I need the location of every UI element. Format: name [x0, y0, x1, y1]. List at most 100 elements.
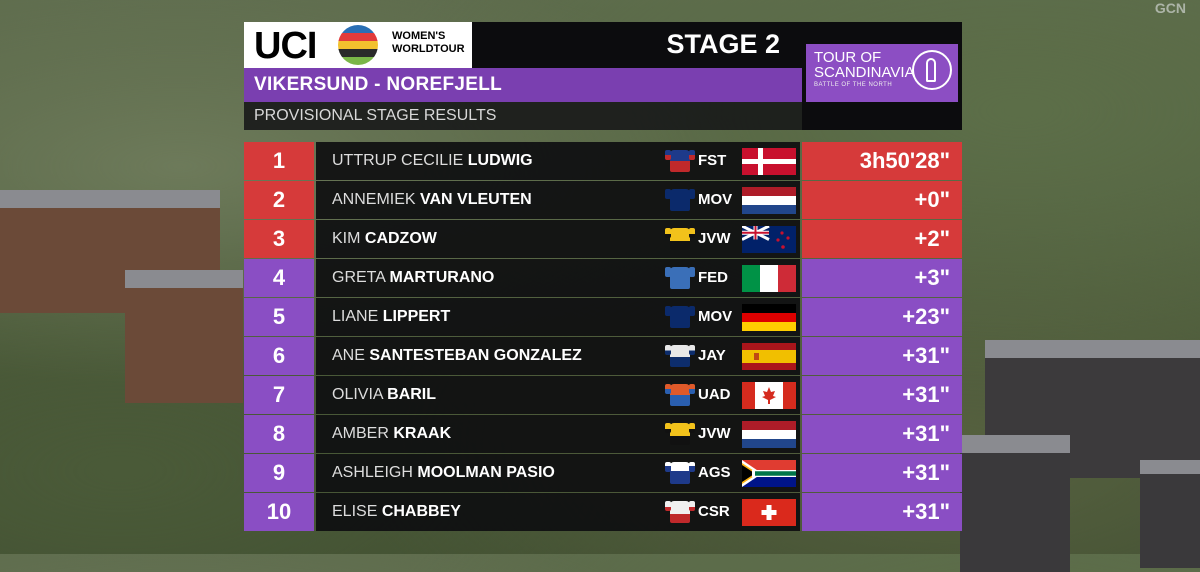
- result-rank: 4: [244, 259, 314, 297]
- team-jersey-icon: [665, 150, 695, 172]
- rider-first-name: ANE: [332, 347, 370, 364]
- team-cell: AGS: [665, 454, 800, 492]
- flag-new-zealand-icon: [742, 226, 796, 253]
- race-name-line-1: TOUR OF: [814, 49, 882, 66]
- result-rank: 5: [244, 298, 314, 336]
- team-cell: JAY: [665, 337, 800, 375]
- result-row: 1 UTTRUP CECILIE LUDWIG FST 3h50'28": [244, 142, 962, 181]
- rider-first-name: ASHLEIGH: [332, 464, 418, 481]
- result-rank: 3: [244, 220, 314, 258]
- rider-name: AMBER KRAAK: [316, 415, 666, 453]
- team-cell: MOV: [665, 181, 800, 219]
- rider-name: UTTRUP CECILIE LUDWIG: [316, 142, 666, 180]
- team-jersey-icon: [665, 189, 695, 211]
- rider-first-name: AMBER: [332, 425, 394, 442]
- uci-logo: UCI WOMEN'S WORLDTOUR: [244, 22, 472, 68]
- uci-globe-icon: [338, 25, 378, 65]
- result-time: +23": [802, 298, 962, 336]
- result-row: 4 GRETA MARTURANO FED +3": [244, 259, 962, 298]
- team-jersey-icon: [665, 306, 695, 328]
- rider-first-name: ANNEMIEK: [332, 191, 421, 208]
- race-name: TOUR OF SCANDINAVIA: [814, 50, 915, 80]
- background-building: [1140, 460, 1200, 568]
- rider-last-name: BARIL: [387, 386, 437, 403]
- rider-first-name: UTTRUP CECILIE: [332, 152, 468, 169]
- result-time: +3": [802, 259, 962, 297]
- flag-italy-icon: [742, 265, 796, 292]
- result-time: +31": [802, 376, 962, 414]
- background-building: [125, 270, 243, 403]
- result-time: +31": [802, 454, 962, 492]
- result-time: 3h50'28": [802, 142, 962, 180]
- team-jersey-icon: [665, 267, 695, 289]
- team-cell: JVW: [665, 220, 800, 258]
- result-row: 9 ASHLEIGH MOOLMAN PASIO AGS +31": [244, 454, 962, 493]
- team-jersey-icon: [665, 345, 695, 367]
- route-bar: VIKERSUND - NOREFJELL: [244, 68, 802, 102]
- rider-first-name: KIM: [332, 230, 365, 247]
- result-rank: 8: [244, 415, 314, 453]
- team-jersey-icon: [665, 501, 695, 523]
- results-header: UCI WOMEN'S WORLDTOUR STAGE 2 VIKERSUND …: [244, 22, 802, 130]
- result-row: 2 ANNEMIEK VAN VLEUTEN MOV +0": [244, 181, 962, 220]
- result-row: 3 KIM CADZOW JVW +2": [244, 220, 962, 259]
- rider-name: ELISE CHABBEY: [316, 493, 666, 531]
- rider-last-name: MARTURANO: [389, 269, 495, 286]
- team-code: MOV: [698, 191, 733, 208]
- result-rank: 2: [244, 181, 314, 219]
- rider-name: GRETA MARTURANO: [316, 259, 666, 297]
- rider-last-name: CADZOW: [364, 230, 437, 247]
- team-jersey-icon: [665, 384, 695, 406]
- background-building: [960, 435, 1070, 572]
- team-cell: UAD: [665, 376, 800, 414]
- results-table: 1 UTTRUP CECILIE LUDWIG FST 3h50'28" 2 ANNEMI…: [244, 142, 962, 532]
- rider-last-name: VAN VLEUTEN: [420, 191, 532, 208]
- race-logo-panel: TOUR OF SCANDINAVIA BATTLE OF THE NORTH: [806, 44, 958, 102]
- race-logo: TOUR OF SCANDINAVIA BATTLE OF THE NORTH: [802, 22, 962, 130]
- flag-denmark-icon: [742, 148, 796, 175]
- team-code: CSR: [698, 503, 730, 520]
- rider-name: ASHLEIGH MOOLMAN PASIO: [316, 454, 666, 492]
- team-code: JAY: [698, 347, 726, 364]
- rider-first-name: ELISE: [332, 503, 382, 520]
- rider-first-name: OLIVIA: [332, 386, 388, 403]
- worldtour-label: WOMEN'S WORLDTOUR: [392, 30, 465, 56]
- team-cell: JVW: [665, 415, 800, 453]
- rider-last-name: LUDWIG: [467, 152, 533, 169]
- race-name-line-2: SCANDINAVIA: [814, 64, 915, 81]
- worldtour-line-2: WORLDTOUR: [392, 43, 465, 55]
- result-time: +31": [802, 493, 962, 531]
- flag-south-africa-icon: [742, 460, 796, 487]
- race-emblem-icon: [912, 50, 952, 90]
- team-code: JVW: [698, 230, 731, 247]
- flag-spain-icon: [742, 343, 796, 370]
- background-building: [0, 190, 220, 313]
- race-tagline: BATTLE OF THE NORTH: [814, 82, 893, 88]
- result-rank: 1: [244, 142, 314, 180]
- flag-switzerland-icon: [742, 499, 796, 526]
- result-time: +2": [802, 220, 962, 258]
- result-row: 8 AMBER KRAAK JVW +31": [244, 415, 962, 454]
- team-cell: FST: [665, 142, 800, 180]
- flag-netherlands-icon: [742, 187, 796, 214]
- rider-first-name: LIANE: [332, 308, 383, 325]
- result-rank: 6: [244, 337, 314, 375]
- rider-last-name: SANTESTEBAN GONZALEZ: [369, 347, 582, 364]
- flag-germany-icon: [742, 304, 796, 331]
- stage-title: STAGE 2: [666, 29, 780, 59]
- team-cell: FED: [665, 259, 800, 297]
- broadcaster-logo: GCN: [1154, 0, 1186, 16]
- result-rank: 7: [244, 376, 314, 414]
- worldtour-line-1: WOMEN'S: [392, 30, 446, 42]
- team-jersey-icon: [665, 462, 695, 484]
- result-rank: 9: [244, 454, 314, 492]
- result-time: +31": [802, 337, 962, 375]
- rider-last-name: MOOLMAN PASIO: [417, 464, 555, 481]
- rider-name: ANNEMIEK VAN VLEUTEN: [316, 181, 666, 219]
- route-name: VIKERSUND - NOREFJELL: [254, 74, 503, 95]
- rider-name: LIANE LIPPERT: [316, 298, 666, 336]
- rider-last-name: KRAAK: [393, 425, 452, 442]
- result-time: +0": [802, 181, 962, 219]
- result-row: 6 ANE SANTESTEBAN GONZALEZ JAY +31": [244, 337, 962, 376]
- team-code: MOV: [698, 308, 733, 325]
